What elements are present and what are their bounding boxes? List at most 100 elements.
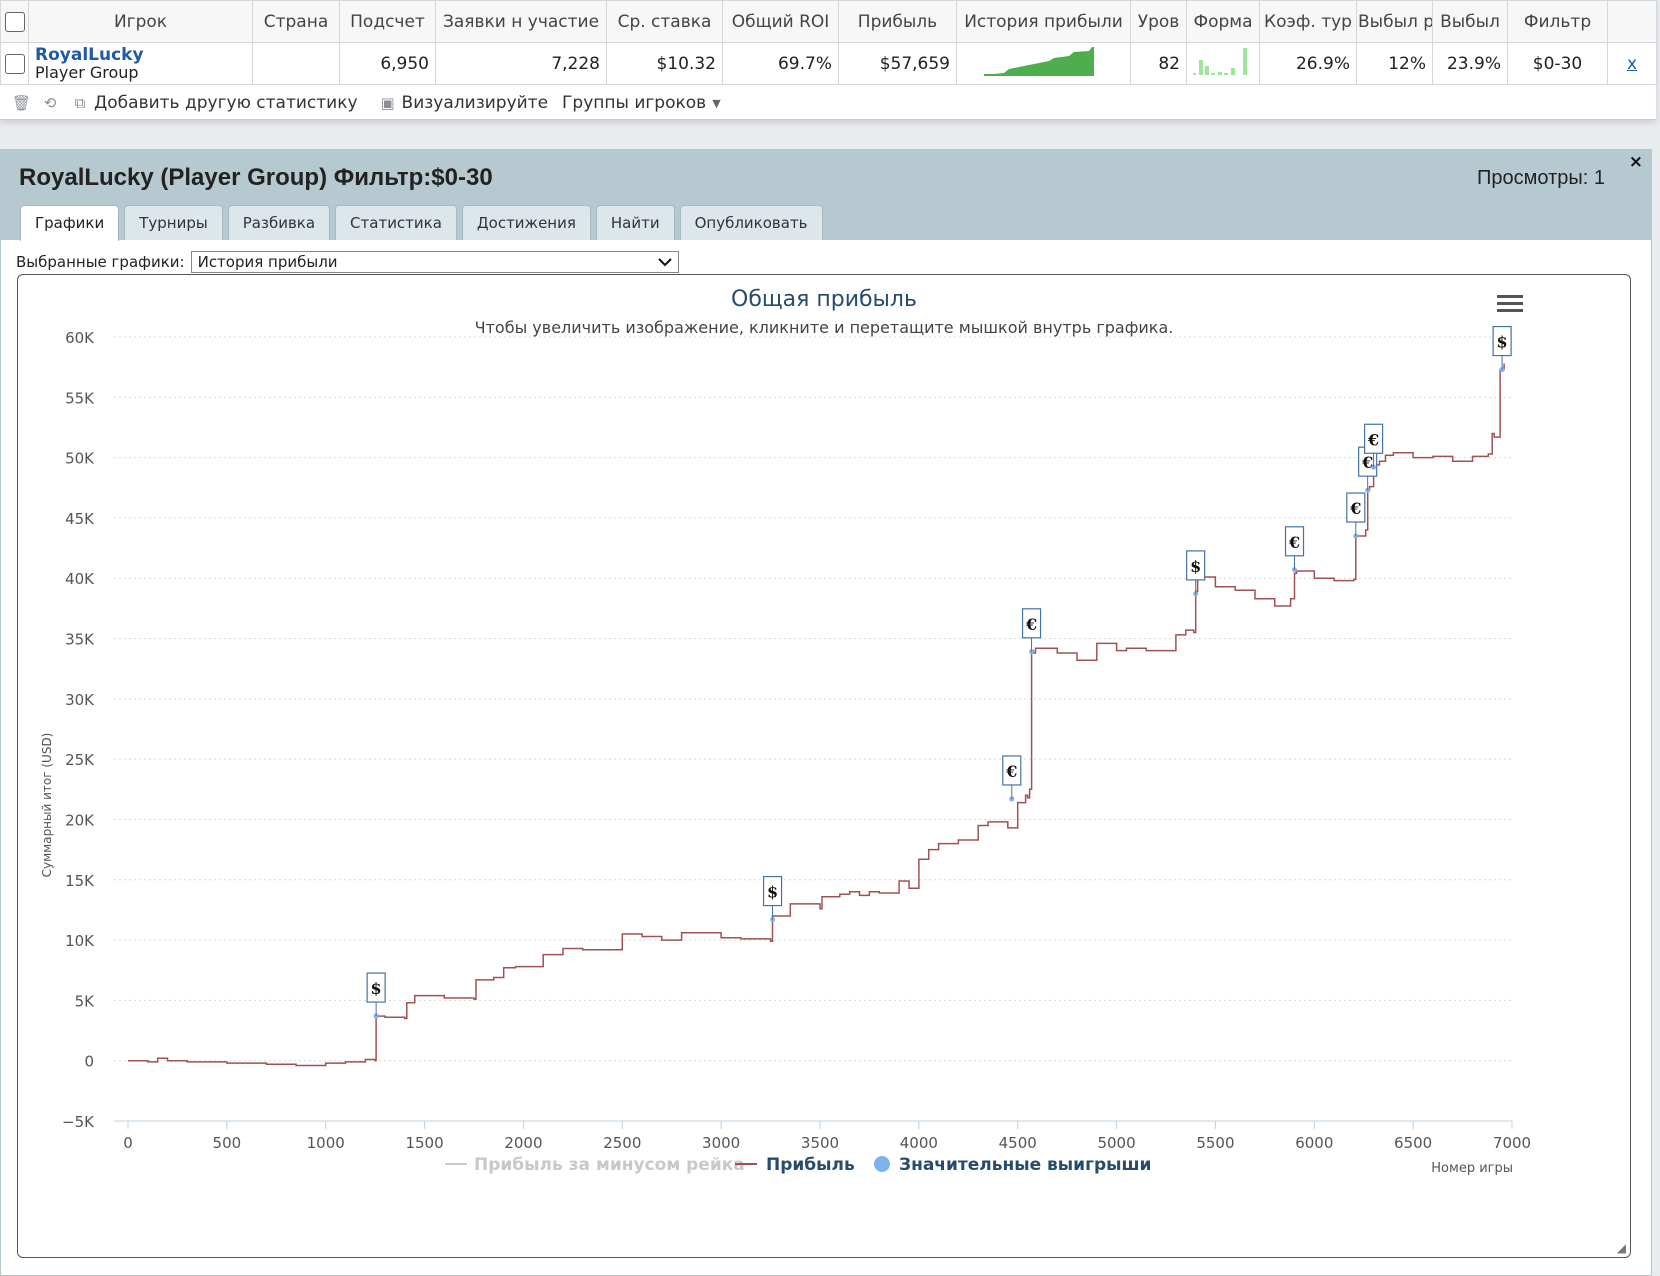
x-tick-label: 7000: [1493, 1134, 1531, 1152]
chart-selector-label: Выбранные графики:: [16, 253, 185, 271]
remove-row-link[interactable]: x: [1626, 53, 1638, 74]
tab-tournaments[interactable]: Турниры: [124, 205, 223, 240]
y-tick-label: 50K: [65, 450, 95, 468]
count-cell: 6,950: [339, 42, 436, 85]
panel-title: RoyalLucky (Player Group) Фильтр:$0-30: [19, 164, 493, 191]
chart-menu-icon[interactable]: [1497, 295, 1523, 312]
x-tick-label: 500: [213, 1134, 242, 1152]
player-name-link[interactable]: RoyalLucky: [35, 44, 144, 65]
big-win-flag-symbol: €: [1367, 430, 1379, 449]
y-tick-label: 45K: [65, 510, 95, 528]
col-header-profit-history[interactable]: История прибыли: [956, 0, 1131, 43]
y-tick-label: 25K: [65, 751, 95, 769]
col-header-level[interactable]: Уров: [1130, 0, 1187, 43]
stats-header-row: Игрок Страна Подсчет Заявки н участие Ср…: [0, 0, 1657, 43]
resize-handle-icon[interactable]: ◢: [1616, 1241, 1626, 1255]
y-axis-label: Суммарный итог (USD): [40, 733, 54, 878]
tab-achievements[interactable]: Достижения: [461, 205, 591, 240]
select-all-checkbox[interactable]: [4, 11, 25, 32]
image-icon: ▣: [380, 94, 395, 112]
big-win-flag-symbol: $: [767, 883, 778, 902]
big-win-flag: $: [1186, 550, 1206, 597]
big-win-flag: €: [1284, 526, 1305, 573]
col-header-form[interactable]: Форма: [1186, 0, 1260, 43]
x-axis-label: Номер игры: [1431, 1161, 1513, 1176]
profit-chart-container[interactable]: −5K 0 5K 10K 15K 20K 25K 30K 35K 40K 45K 50K 55K 60K 0…: [17, 274, 1631, 1258]
col-header-roi[interactable]: Общий ROI: [722, 0, 839, 43]
level-cell: 82: [1130, 42, 1187, 85]
y-tick-label: 55K: [65, 389, 95, 407]
player-cell: RoyalLucky Player Group: [28, 42, 253, 85]
tab-charts[interactable]: Графики: [20, 205, 120, 241]
big-win-flag-box: [1492, 325, 1512, 357]
col-header-early[interactable]: Выбыл р: [1356, 0, 1433, 43]
form-sparkline-cell: [1186, 42, 1260, 85]
sparkline-area: [983, 47, 1094, 76]
add-stat-button[interactable]: ⧉ Добавить другую статистику: [72, 93, 358, 113]
player-groups-dropdown[interactable]: Группы игроков ▼: [562, 93, 721, 113]
x-tick-label: 1500: [405, 1134, 443, 1152]
col-header-late[interactable]: Выбыл: [1432, 0, 1508, 43]
views-counter: Просмотры: 1: [1477, 167, 1605, 189]
caret-down-icon: ▼: [712, 96, 721, 110]
y-tick-label: 0: [84, 1053, 94, 1071]
country-cell: [252, 42, 340, 85]
profit-chart[interactable]: −5K 0 5K 10K 15K 20K 25K 30K 35K 40K 45K 50K 55K 60K 0…: [18, 275, 1630, 1257]
chart-selector-dropdown[interactable]: История прибыли: [190, 251, 679, 273]
trash-icon[interactable]: 🗑: [12, 94, 32, 112]
col-header-avg-stake[interactable]: Ср. ставка: [606, 0, 723, 43]
legend-item-rake[interactable]: Прибыль за минусом рейка: [445, 1155, 745, 1175]
legend-item-big-wins[interactable]: Значительные выигрыши: [874, 1155, 1151, 1175]
col-header-filter[interactable]: Фильтр: [1507, 0, 1608, 43]
big-win-flag-box: [1186, 550, 1206, 581]
tab-breakdown[interactable]: Разбивка: [227, 205, 331, 240]
panel-tabs: Графики Турниры Разбивка Статистика Дост…: [20, 205, 823, 241]
big-win-flag: €: [1363, 423, 1384, 470]
legend-label-big-wins: Значительные выигрыши: [899, 1155, 1151, 1175]
select-all-checkbox-cell[interactable]: [0, 0, 29, 43]
big-win-flag: $: [762, 875, 783, 923]
chart-selector-row: Выбранные графики: История прибыли: [16, 251, 679, 273]
col-header-profit[interactable]: Прибыль: [838, 0, 957, 43]
row-checkbox-cell[interactable]: [0, 42, 29, 85]
big-win-flag: €: [1346, 492, 1366, 539]
y-tick-label: 10K: [65, 932, 95, 950]
row-checkbox[interactable]: [4, 53, 25, 74]
stats-toolbar: 🗑 ⟲ ⧉ Добавить другую статистику ▣ Визуа…: [0, 85, 1656, 121]
big-win-flag: €: [1021, 608, 1042, 655]
y-tick-label: −5K: [62, 1113, 95, 1131]
tab-statistics[interactable]: Статистика: [335, 205, 457, 240]
tab-find[interactable]: Найти: [595, 205, 675, 240]
big-win-flag-box: [1021, 608, 1042, 639]
refresh-icon[interactable]: ⟲: [43, 94, 57, 112]
close-icon[interactable]: ×: [1628, 152, 1643, 172]
profit-history-sparkline: [983, 47, 1094, 76]
x-tick-label: 1000: [307, 1134, 345, 1152]
col-header-count[interactable]: Подсчет: [339, 0, 436, 43]
x-tick-label: 4000: [900, 1134, 938, 1152]
legend-item-profit[interactable]: Прибыль: [735, 1155, 855, 1175]
big-win-flag-symbol: €: [1005, 762, 1017, 781]
big-win-flag-symbol: €: [1288, 533, 1300, 552]
x-tick-label: 2500: [603, 1134, 641, 1152]
col-header-country[interactable]: Страна: [252, 0, 340, 43]
early-cell: 12%: [1356, 42, 1433, 85]
col-header-itm[interactable]: Коэф. тур: [1259, 0, 1357, 43]
big-win-flags: $ $ € € $ € € € € $: [366, 325, 1512, 1019]
player-groups-label: Группы игроков: [562, 93, 707, 113]
x-tick-label: 6000: [1295, 1134, 1333, 1152]
visualize-button[interactable]: ▣ Визуализируйте: [380, 93, 548, 113]
y-tick-label: 15K: [65, 872, 95, 890]
entries-cell: 7,228: [435, 42, 607, 85]
y-tick-label: 40K: [65, 570, 95, 588]
chart-axes: −5K 0 5K 10K 15K 20K 25K 30K 35K 40K 45K 50K 55K 60K 0…: [62, 329, 1531, 1152]
form-bar: [1199, 60, 1203, 75]
tab-publish[interactable]: Опубликовать: [679, 205, 823, 240]
form-sparkline: [1193, 48, 1247, 75]
y-tick-label: 20K: [65, 811, 95, 829]
roi-cell: 69.7%: [722, 42, 839, 85]
player-group-label: Player Group: [35, 62, 139, 82]
col-header-player[interactable]: Игрок: [28, 0, 253, 43]
col-header-entries[interactable]: Заявки н участие: [435, 0, 607, 43]
big-win-flag: $: [366, 972, 386, 1019]
